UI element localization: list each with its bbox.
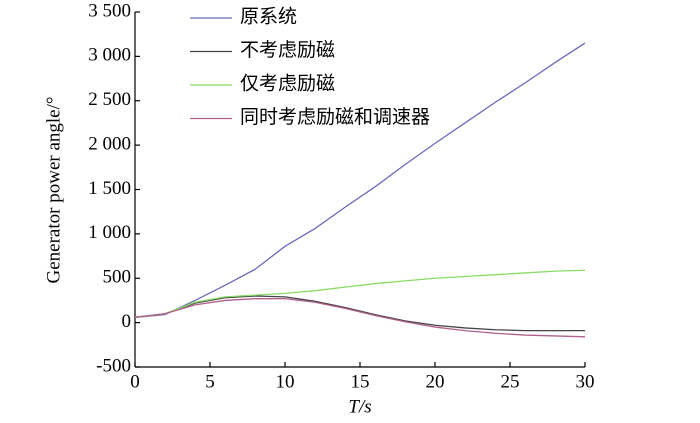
legend-label: 不考虑励磁 <box>240 39 335 61</box>
legend-label: 同时考虑励磁和调速器 <box>240 106 430 128</box>
y-tick-label: -500 <box>96 355 131 376</box>
x-tick-label: 0 <box>130 371 140 392</box>
x-axis-label: T/s <box>348 396 371 417</box>
series-line <box>134 42 586 318</box>
series-line <box>134 298 586 338</box>
legend-label: 仅考虑励磁 <box>240 72 335 94</box>
series-line <box>134 295 585 332</box>
y-tick-label: 1 500 <box>88 178 131 199</box>
y-tick-label: 2 000 <box>88 133 131 154</box>
x-tick-label: 15 <box>351 371 370 392</box>
x-tick-label: 5 <box>205 371 215 392</box>
y-tick-label: 3 000 <box>88 45 131 66</box>
y-tick-label: 0 <box>122 311 132 332</box>
x-tick-label: 10 <box>276 371 295 392</box>
series-line <box>134 269 586 318</box>
y-tick-label: 500 <box>103 267 132 288</box>
y-tick-label: 3 500 <box>88 0 131 21</box>
y-tick-label: 1 000 <box>88 222 131 243</box>
x-tick-label: 25 <box>501 371 520 392</box>
y-axis-label: Generator power angle/° <box>43 97 64 284</box>
x-tick-label: 20 <box>426 371 445 392</box>
y-tick-label: 2 500 <box>88 89 131 110</box>
x-tick-label: 30 <box>576 371 595 392</box>
legend-label: 原系统 <box>240 5 297 27</box>
